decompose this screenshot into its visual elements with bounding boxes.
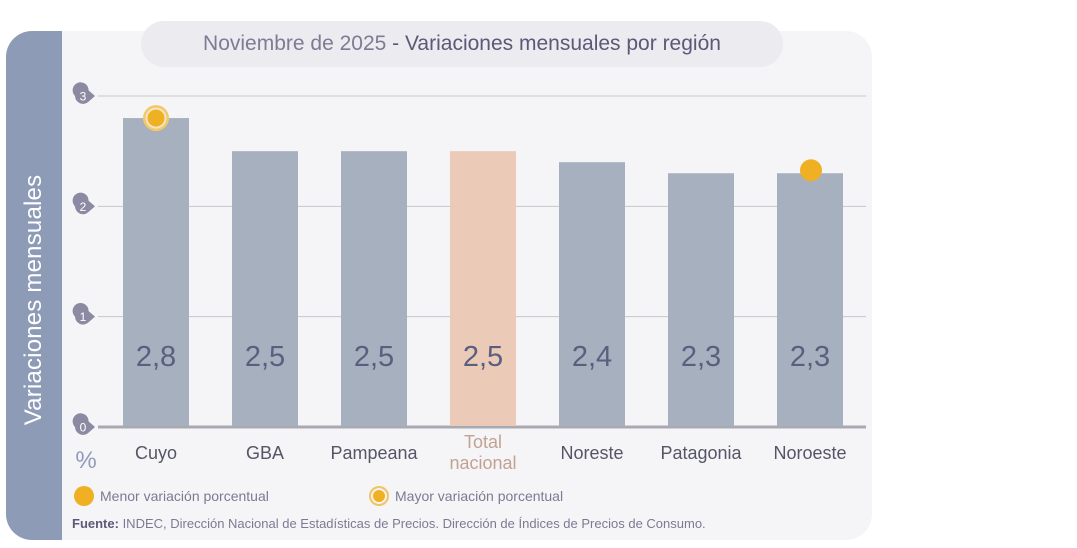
x-tick-label: Noroeste (773, 443, 846, 463)
min-marker-icon (74, 486, 94, 506)
data-label: 2,4 (572, 341, 612, 373)
data-label: 2,3 (681, 341, 721, 373)
bar-total-nacional (450, 151, 516, 426)
source-note: Fuente: INDEC, Dirección Nacional de Est… (72, 516, 706, 531)
y-tick-label-0: 0 (80, 421, 87, 435)
source-text: INDEC, Dirección Nacional de Estadística… (118, 516, 706, 531)
chart-title-date: Noviembre de 2025 (203, 32, 387, 55)
y-unit-label: % (75, 447, 96, 474)
y-tick-bubble-1 (72, 302, 95, 325)
chart-title-main: Variaciones mensuales por región (404, 32, 721, 55)
chart-title-separator: - (386, 32, 405, 55)
data-label: 2,5 (463, 341, 503, 373)
source-label: Fuente: (72, 516, 119, 531)
x-tick-label: GBA (246, 443, 284, 463)
legend-item-max: Mayor variación porcentual (369, 486, 563, 506)
y-tick-bubble-0 (72, 413, 95, 435)
bar-patagonia (668, 173, 734, 426)
bar-pampeana (341, 151, 407, 426)
y-tick-bubble-2 (72, 192, 95, 215)
legend-item-min: Menor variación porcentual (74, 486, 269, 506)
data-label: 2,3 (790, 341, 830, 373)
min-marker-dot (800, 159, 822, 182)
x-tick-label: nacional (449, 453, 516, 473)
chart-title: Noviembre de 2025 - Variaciones mensuale… (141, 21, 783, 67)
y-tick-label-3: 3 (80, 90, 87, 104)
legend-label-min: Menor variación porcentual (100, 488, 269, 504)
y-axis-side-band (6, 31, 62, 540)
y-tick-label-1: 1 (80, 310, 87, 324)
x-tick-label: Noreste (560, 443, 623, 463)
bar-cuyo (123, 118, 189, 427)
bar-noreste (559, 162, 625, 426)
data-label: 2,5 (245, 341, 285, 373)
bar-noroeste (777, 173, 843, 426)
max-marker-dot (147, 109, 165, 127)
data-label: 2,5 (354, 341, 394, 373)
data-label: 2,8 (136, 341, 176, 373)
y-tick-bubble-3 (72, 82, 95, 104)
x-tick-label: Patagonia (660, 443, 742, 463)
max-marker-icon (369, 486, 389, 506)
legend-label-max: Mayor variación porcentual (395, 488, 564, 504)
bar-gba (232, 151, 298, 426)
x-tick-label: Total (464, 432, 502, 452)
x-tick-label: Cuyo (135, 443, 177, 463)
x-tick-label: Pampeana (330, 443, 418, 463)
y-tick-label-2: 2 (80, 200, 87, 214)
